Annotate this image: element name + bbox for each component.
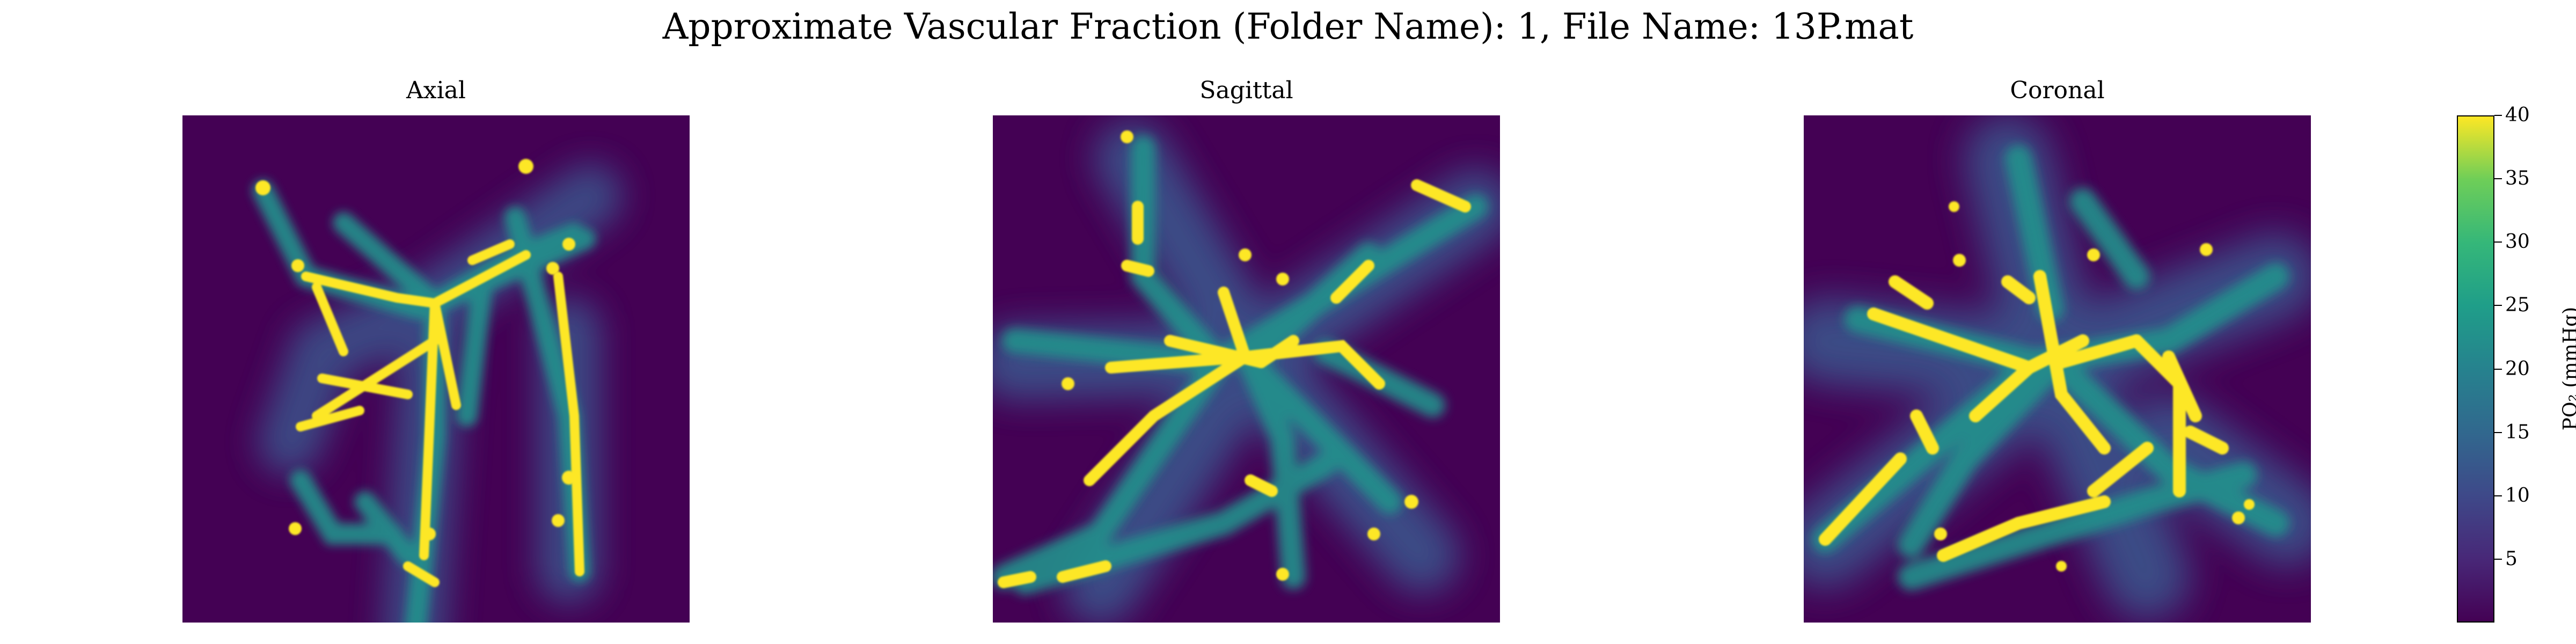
colorbar-tick [2494,115,2502,116]
axial-title: Axial [406,77,466,104]
colorbar-tick-label: 5 [2505,547,2518,570]
colorbar-tick [2494,178,2502,180]
coronal-heatmap [1804,115,2311,623]
colorbar-tick [2494,368,2502,370]
colorbar [2457,115,2494,623]
colorbar-tick [2494,241,2502,243]
colorbar-tick-label: 30 [2505,231,2530,253]
axial-heatmap [182,115,690,623]
colorbar-tick-label: 35 [2505,167,2530,190]
colorbar-tick-label: 25 [2505,294,2530,317]
colorbar-tick [2494,495,2502,496]
figure-title: Approximate Vascular Fraction (Folder Na… [662,6,1914,47]
coronal-title: Coronal [2010,77,2105,104]
colorbar-tick-label: 40 [2505,104,2530,126]
colorbar-tick-label: 15 [2505,421,2530,443]
colorbar-tick-label: 10 [2505,484,2530,507]
colorbar-tick [2494,305,2502,306]
colorbar-tick [2494,558,2502,560]
sagittal-title: Sagittal [1199,77,1293,104]
colorbar-label: PO₂ (mmHg) [2559,306,2576,431]
colorbar-tick [2494,431,2502,433]
colorbar-tick-label: 20 [2505,357,2530,380]
sagittal-heatmap [993,115,1500,623]
